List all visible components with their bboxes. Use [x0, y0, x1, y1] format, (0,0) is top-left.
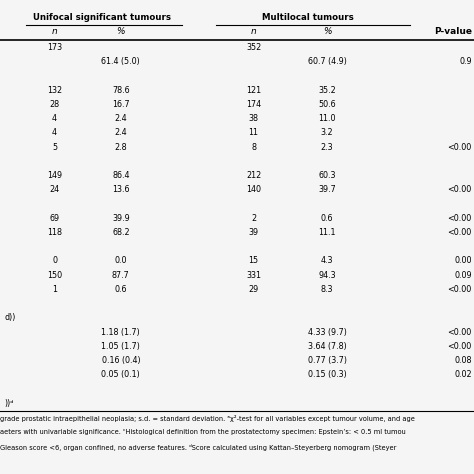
Text: 2.3: 2.3: [321, 143, 333, 152]
Text: 149: 149: [47, 171, 62, 180]
Text: 15: 15: [248, 256, 259, 265]
Text: 0.02: 0.02: [454, 370, 472, 379]
Text: Multilocal tumours: Multilocal tumours: [262, 13, 354, 22]
Text: <0.00: <0.00: [447, 228, 472, 237]
Text: 2: 2: [251, 214, 256, 223]
Text: 94.3: 94.3: [318, 271, 336, 280]
Text: 39.9: 39.9: [112, 214, 130, 223]
Text: <0.00: <0.00: [447, 285, 472, 294]
Text: <0.00: <0.00: [447, 214, 472, 223]
Text: 8: 8: [251, 143, 256, 152]
Text: n: n: [251, 27, 256, 36]
Text: 140: 140: [246, 185, 261, 194]
Text: 78.6: 78.6: [112, 86, 130, 95]
Text: 0.00: 0.00: [454, 256, 472, 265]
Text: 86.4: 86.4: [112, 171, 129, 180]
Text: 5: 5: [52, 143, 57, 152]
Text: <0.00: <0.00: [447, 342, 472, 351]
Text: 11.0: 11.0: [319, 114, 336, 123]
Text: 1.05 (1.7): 1.05 (1.7): [101, 342, 140, 351]
Text: 121: 121: [246, 86, 261, 95]
Text: 13.6: 13.6: [112, 185, 129, 194]
Text: 2.8: 2.8: [115, 143, 127, 152]
Text: 60.3: 60.3: [319, 171, 336, 180]
Text: 35.2: 35.2: [318, 86, 336, 95]
Text: 24: 24: [49, 185, 60, 194]
Text: 3.2: 3.2: [321, 128, 333, 137]
Text: Gleason score <6, organ confined, no adverse features. ᵈScore calculated using K: Gleason score <6, organ confined, no adv…: [0, 444, 396, 451]
Text: 0.6: 0.6: [321, 214, 333, 223]
Text: 174: 174: [246, 100, 261, 109]
Text: ))ᵈ: ))ᵈ: [5, 399, 14, 408]
Text: 173: 173: [47, 43, 62, 52]
Text: 0: 0: [52, 256, 57, 265]
Text: 87.7: 87.7: [112, 271, 130, 280]
Text: 2.4: 2.4: [115, 114, 127, 123]
Text: 50.6: 50.6: [318, 100, 336, 109]
Text: <0.00: <0.00: [447, 143, 472, 152]
Text: 1: 1: [52, 285, 57, 294]
Text: 69: 69: [49, 214, 60, 223]
Text: 60.7 (4.9): 60.7 (4.9): [308, 57, 346, 66]
Text: aeters with univariable significance. ᶜHistological definition from the prostate: aeters with univariable significance. ᶜH…: [0, 429, 406, 436]
Text: 68.2: 68.2: [112, 228, 130, 237]
Text: 212: 212: [246, 171, 261, 180]
Text: 118: 118: [47, 228, 62, 237]
Text: 0.77 (3.7): 0.77 (3.7): [308, 356, 346, 365]
Text: <0.00: <0.00: [447, 328, 472, 337]
Text: 352: 352: [246, 43, 261, 52]
Text: 0.6: 0.6: [115, 285, 127, 294]
Text: 38: 38: [248, 114, 259, 123]
Text: 2.4: 2.4: [115, 128, 127, 137]
Text: 8.3: 8.3: [321, 285, 333, 294]
Text: grade prostatic intraepithelial neoplasia; s.d. = standard deviation. ᵃχ²-test f: grade prostatic intraepithelial neoplasi…: [0, 415, 415, 422]
Text: 0.09: 0.09: [454, 271, 472, 280]
Text: %: %: [117, 27, 125, 36]
Text: 29: 29: [248, 285, 259, 294]
Text: d)): d)): [5, 313, 16, 322]
Text: 16.7: 16.7: [112, 100, 130, 109]
Text: 331: 331: [246, 271, 261, 280]
Text: 4: 4: [52, 114, 57, 123]
Text: 0.16 (0.4): 0.16 (0.4): [101, 356, 140, 365]
Text: 28: 28: [49, 100, 60, 109]
Text: %: %: [323, 27, 331, 36]
Text: n: n: [52, 27, 57, 36]
Text: 0.08: 0.08: [454, 356, 472, 365]
Text: 0.9: 0.9: [459, 57, 472, 66]
Text: 61.4 (5.0): 61.4 (5.0): [101, 57, 140, 66]
Text: 0.05 (0.1): 0.05 (0.1): [101, 370, 140, 379]
Text: 0.15 (0.3): 0.15 (0.3): [308, 370, 346, 379]
Text: Unifocal significant tumours: Unifocal significant tumours: [33, 13, 171, 22]
Text: 3.64 (7.8): 3.64 (7.8): [308, 342, 346, 351]
Text: 132: 132: [47, 86, 62, 95]
Text: 4: 4: [52, 128, 57, 137]
Text: 11: 11: [248, 128, 259, 137]
Text: 4.3: 4.3: [321, 256, 333, 265]
Text: 4.33 (9.7): 4.33 (9.7): [308, 328, 346, 337]
Text: P-value: P-value: [434, 27, 472, 36]
Text: 0.0: 0.0: [115, 256, 127, 265]
Text: 39.7: 39.7: [318, 185, 336, 194]
Text: 39: 39: [248, 228, 259, 237]
Text: 150: 150: [47, 271, 62, 280]
Text: <0.00: <0.00: [447, 185, 472, 194]
Text: 1.18 (1.7): 1.18 (1.7): [101, 328, 140, 337]
Text: 11.1: 11.1: [319, 228, 336, 237]
